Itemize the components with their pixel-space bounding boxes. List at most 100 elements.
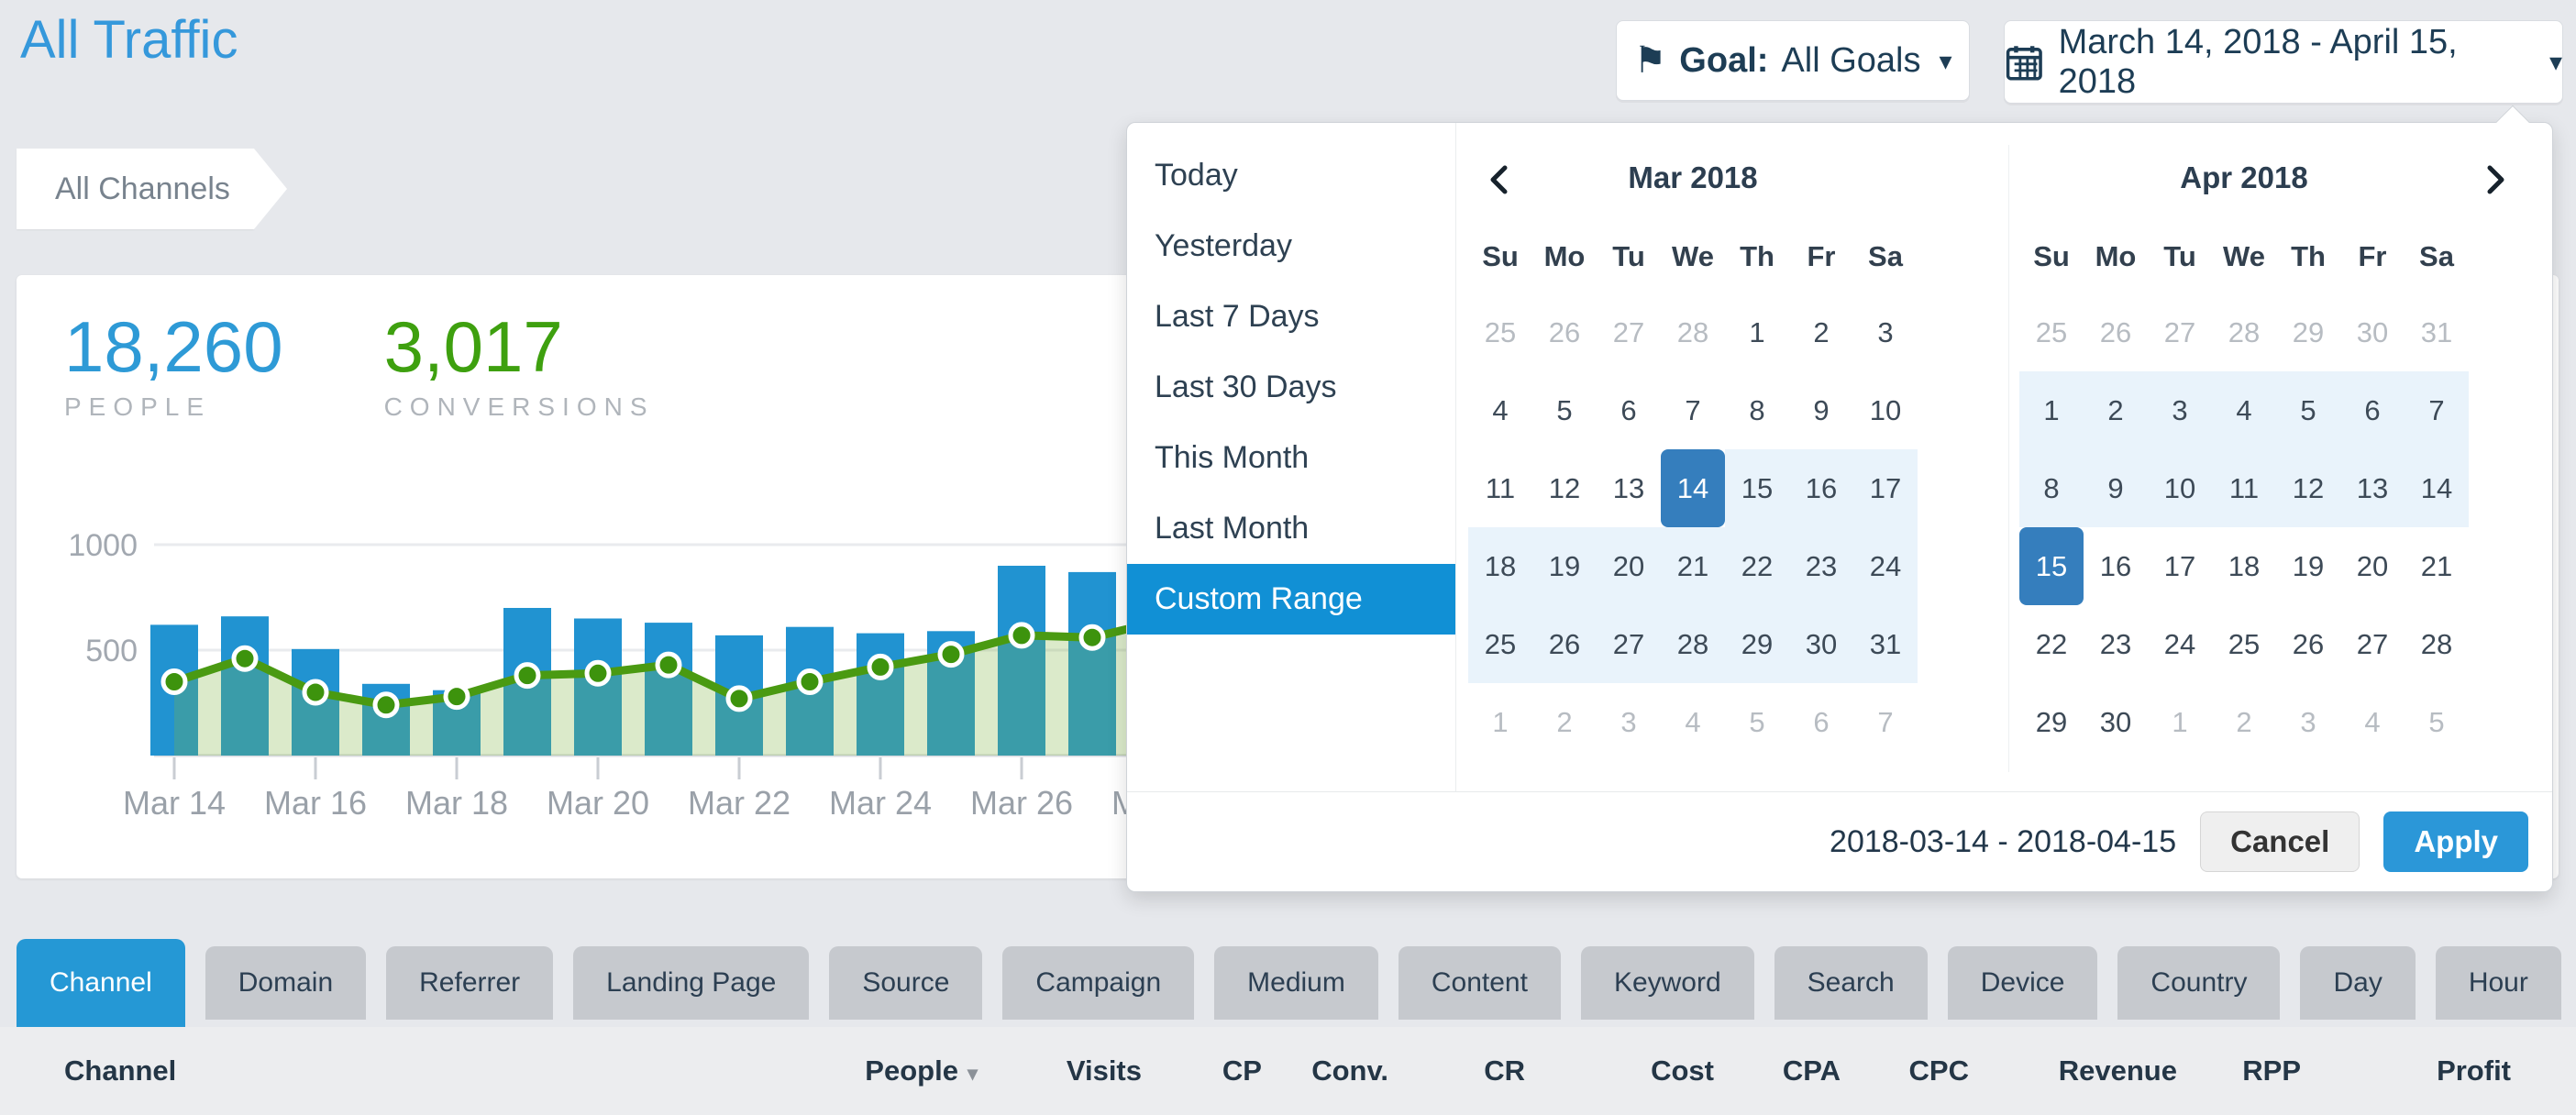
column-header-channel[interactable]: Channel	[64, 1054, 177, 1087]
calendar-day[interactable]: 12	[2276, 449, 2340, 527]
calendar-day[interactable]: 3	[1620, 705, 1637, 738]
calendar-day[interactable]: 14	[2405, 449, 2469, 527]
next-month-button chevron-right-icon[interactable]	[2479, 163, 2512, 196]
calendar-day[interactable]: 27	[1612, 315, 1645, 348]
calendar-day[interactable]: 1	[1749, 315, 1765, 348]
calendar-day[interactable]: 29	[2035, 705, 2068, 738]
calendar-day[interactable]: 17	[1853, 449, 1918, 527]
calendar-day[interactable]: 7	[1685, 393, 1701, 426]
calendar-day[interactable]: 13	[2340, 449, 2405, 527]
column-header-cpa[interactable]: CPA	[1782, 1054, 1841, 1087]
calendar-day[interactable]: 28	[2420, 627, 2453, 660]
calendar-day[interactable]: 24	[1853, 527, 1918, 605]
tab-day[interactable]: Day	[2300, 946, 2416, 1020]
calendar-day[interactable]: 7	[1877, 705, 1894, 738]
calendar-day[interactable]: 3	[2300, 705, 2316, 738]
preset-last-7-days[interactable]: Last 7 Days	[1155, 299, 1320, 334]
calendar-day[interactable]: 7	[2405, 371, 2469, 449]
tab-source[interactable]: Source	[829, 946, 983, 1020]
calendar-day[interactable]: 6	[2340, 371, 2405, 449]
calendar-day[interactable]: 3	[1877, 315, 1894, 348]
calendar-day[interactable]: 28	[2228, 315, 2261, 348]
column-header-cpc[interactable]: CPC	[1908, 1054, 1969, 1087]
calendar-day[interactable]: 19	[2292, 549, 2325, 582]
calendar-day[interactable]: 28	[1676, 315, 1709, 348]
calendar-day[interactable]: 29	[2292, 315, 2325, 348]
preset-custom-range[interactable]: Custom Range	[1127, 564, 1455, 635]
calendar-day[interactable]: 3	[2148, 371, 2212, 449]
calendar-day[interactable]: 1	[2172, 705, 2188, 738]
column-header-profit[interactable]: Profit	[2437, 1054, 2511, 1087]
calendar-day[interactable]: 16	[2099, 549, 2132, 582]
calendar-day[interactable]: 26	[2292, 627, 2325, 660]
calendar-day[interactable]: 11	[1485, 471, 1516, 504]
calendar-day[interactable]: 20	[1597, 527, 1661, 605]
calendar-day[interactable]: 2	[2236, 705, 2252, 738]
calendar-day[interactable]: 13	[1612, 471, 1645, 504]
tab-domain[interactable]: Domain	[205, 946, 367, 1020]
calendar-day[interactable]: 22	[1725, 527, 1789, 605]
tab-medium[interactable]: Medium	[1214, 946, 1378, 1020]
calendar-day[interactable]: 26	[1532, 605, 1597, 683]
tab-campaign[interactable]: Campaign	[1002, 946, 1195, 1020]
calendar-day[interactable]: 23	[1789, 527, 1853, 605]
calendar-day[interactable]: 8	[2019, 449, 2084, 527]
tab-referrer[interactable]: Referrer	[386, 946, 554, 1020]
calendar-day[interactable]: 17	[2163, 549, 2196, 582]
column-header-cost[interactable]: Cost	[1651, 1054, 1714, 1087]
calendar-day[interactable]: 12	[1548, 471, 1581, 504]
calendar-day[interactable]: 10	[1869, 393, 1902, 426]
preset-last-month[interactable]: Last Month	[1155, 511, 1310, 546]
column-header-cp[interactable]: CP	[1222, 1054, 1262, 1087]
calendar-day[interactable]: 11	[2212, 449, 2276, 527]
calendar-day[interactable]: 2	[1556, 705, 1573, 738]
calendar-day[interactable]: 2	[1813, 315, 1830, 348]
preset-last-30-days[interactable]: Last 30 Days	[1155, 370, 1337, 404]
date-range-button[interactable]: March 14, 2018 - April 15, 2018 ▾	[2004, 20, 2563, 104]
calendar-day[interactable]: 8	[1749, 393, 1765, 426]
tab-keyword[interactable]: Keyword	[1580, 946, 1754, 1020]
calendar-day[interactable]: 6	[1813, 705, 1830, 738]
calendar-day[interactable]: 31	[2420, 315, 2453, 348]
calendar-day[interactable]: 22	[2035, 627, 2068, 660]
calendar-day[interactable]: 23	[2099, 627, 2132, 660]
calendar-day[interactable]: 9	[1813, 393, 1830, 426]
calendar-day[interactable]: 25	[1484, 315, 1517, 348]
apply-button[interactable]: Apply	[2383, 811, 2528, 872]
calendar-day[interactable]: 18	[2228, 549, 2261, 582]
calendar-day[interactable]: 27	[1597, 605, 1661, 683]
calendar-day[interactable]: 20	[2356, 549, 2389, 582]
calendar-day[interactable]: 27	[2163, 315, 2196, 348]
calendar-day[interactable]: 1	[2019, 371, 2084, 449]
preset-today[interactable]: Today	[1155, 158, 1238, 193]
breadcrumb[interactable]: All Channels	[17, 149, 287, 229]
calendar-day[interactable]: 6	[1620, 393, 1637, 426]
calendar-day[interactable]: 30	[2099, 705, 2132, 738]
preset-this-month[interactable]: This Month	[1155, 440, 1310, 475]
calendar-day[interactable]: 27	[2356, 627, 2389, 660]
column-header-revenue[interactable]: Revenue	[2058, 1054, 2177, 1087]
calendar-day[interactable]: 25	[1468, 605, 1532, 683]
calendar-day[interactable]: 15	[1725, 449, 1789, 527]
cancel-button[interactable]: Cancel	[2200, 811, 2360, 872]
calendar-day[interactable]: 25	[2228, 627, 2261, 660]
calendar-day[interactable]: 5	[2428, 705, 2445, 738]
calendar-day[interactable]: 25	[2035, 315, 2068, 348]
calendar-day[interactable]: 28	[1661, 605, 1725, 683]
calendar-day[interactable]: 26	[2099, 315, 2132, 348]
calendar-day[interactable]: 30	[1789, 605, 1853, 683]
calendar-day[interactable]: 19	[1532, 527, 1597, 605]
calendar-day[interactable]: 5	[1749, 705, 1765, 738]
calendar-day[interactable]: 21	[2420, 549, 2453, 582]
calendar-day[interactable]: 4	[1685, 705, 1701, 738]
tab-search[interactable]: Search	[1774, 946, 1928, 1020]
calendar-day[interactable]: 30	[2356, 315, 2389, 348]
tab-channel[interactable]: Channel	[17, 939, 185, 1027]
goal-selector-button[interactable]: ⚑ Goal: All Goals ▾	[1616, 20, 1970, 101]
calendar-day[interactable]: 24	[2163, 627, 2196, 660]
tab-landing-page[interactable]: Landing Page	[573, 946, 810, 1020]
calendar-day[interactable]: 4	[1492, 393, 1509, 426]
tab-hour[interactable]: Hour	[2435, 946, 2561, 1020]
tab-country[interactable]: Country	[2117, 946, 2281, 1020]
preset-yesterday[interactable]: Yesterday	[1155, 228, 1292, 263]
